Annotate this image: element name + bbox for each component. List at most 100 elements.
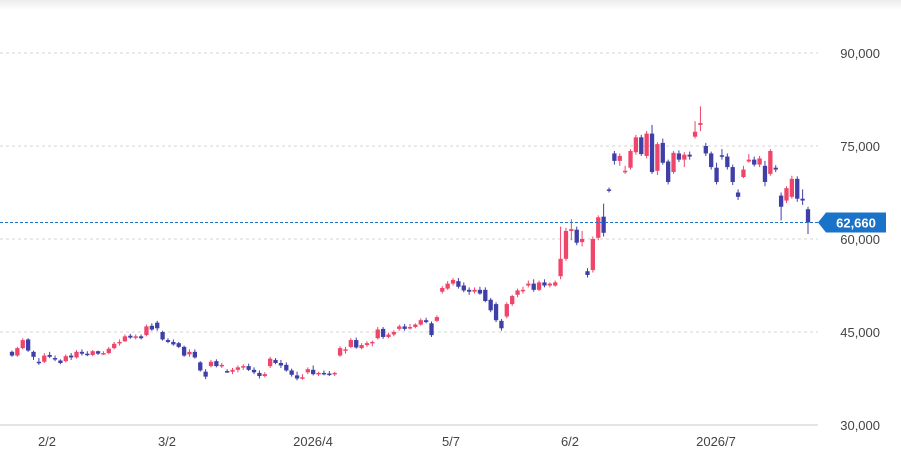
current-price-label: 62,660	[836, 216, 876, 231]
candle-body	[649, 133, 655, 173]
candle-body	[171, 341, 176, 345]
candle-body	[69, 355, 74, 358]
candle-body	[725, 156, 730, 168]
candle-body	[709, 153, 714, 168]
candle-body	[682, 154, 687, 160]
candle-body	[128, 335, 133, 338]
candle-body	[757, 158, 762, 165]
candle-body	[63, 356, 68, 362]
candle-body	[735, 192, 741, 197]
candle-body	[198, 362, 203, 371]
candle-body	[316, 372, 321, 375]
y-tick-label: 30,000	[840, 418, 880, 433]
candle-body	[601, 216, 606, 233]
candle-body	[122, 336, 128, 342]
candle-body	[311, 369, 316, 375]
candle-body	[493, 304, 499, 321]
candle-body	[74, 351, 79, 358]
candle-body	[423, 320, 429, 323]
candle-body	[622, 170, 628, 173]
candle-body	[488, 299, 493, 311]
candle-body	[52, 358, 58, 360]
candle-body	[703, 146, 708, 154]
candle-body	[343, 349, 348, 351]
candle-body	[536, 282, 542, 290]
candle-body	[714, 167, 719, 182]
candle-body	[214, 361, 219, 367]
candle-body	[391, 332, 397, 335]
x-tick-label: 2026/7	[696, 434, 736, 449]
candle-body	[332, 372, 337, 375]
candle-body	[337, 348, 343, 356]
candle-body	[370, 341, 375, 344]
y-tick-label: 45,000	[840, 325, 880, 340]
current-price-tag	[818, 212, 886, 233]
x-tick-label: 2026/4	[293, 434, 333, 449]
candle-body	[692, 131, 698, 137]
candle-body	[752, 159, 757, 165]
candle-body	[42, 355, 47, 362]
candle-body	[208, 361, 214, 367]
candle-body	[542, 282, 547, 286]
candle-body	[778, 195, 784, 207]
candle-body	[590, 239, 596, 270]
candle-body	[149, 325, 154, 330]
candle-body	[224, 371, 230, 373]
candle-body	[364, 343, 370, 346]
y-tick-label: 90,000	[840, 46, 880, 61]
candle-body	[698, 123, 703, 125]
candle-body	[440, 287, 445, 292]
candle-body	[192, 351, 198, 358]
y-tick-label: 60,000	[840, 232, 880, 247]
candle-body	[15, 348, 20, 356]
candle-body	[144, 326, 149, 336]
candle-body	[31, 351, 36, 357]
candle-body	[90, 351, 95, 355]
candle-body	[25, 339, 31, 351]
candle-body	[9, 351, 15, 356]
candle-body	[531, 283, 536, 290]
candle-body	[375, 329, 380, 339]
candle-body	[203, 371, 208, 377]
candle-body	[510, 296, 515, 305]
candle-body	[284, 364, 289, 371]
candle-body	[644, 133, 649, 156]
candle-body	[784, 188, 789, 201]
candle-body	[241, 366, 246, 368]
candle-body	[445, 283, 450, 289]
candle-body	[467, 289, 472, 292]
candle-body	[773, 167, 778, 170]
candle-body	[687, 154, 692, 157]
candle-body	[386, 334, 391, 337]
top-shadow	[0, 0, 901, 10]
candle-body	[800, 198, 805, 201]
candle-body	[397, 326, 402, 329]
candle-body	[472, 289, 477, 292]
candle-body	[795, 178, 800, 199]
candle-body	[596, 217, 601, 238]
x-tick-label: 3/2	[158, 434, 176, 449]
candle-body	[246, 366, 251, 370]
candle-body	[20, 340, 25, 349]
candle-body	[569, 229, 574, 231]
candle-body	[655, 144, 660, 171]
candle-body	[671, 152, 676, 173]
candle-body	[402, 326, 407, 329]
candle-body	[456, 281, 461, 287]
candle-body	[327, 373, 332, 376]
candle-body	[354, 340, 359, 348]
candle-body	[359, 345, 364, 349]
candle-body	[187, 351, 192, 355]
candle-body	[380, 328, 386, 337]
candle-body	[579, 239, 585, 243]
candle-body	[278, 363, 284, 366]
candle-body	[165, 340, 171, 342]
candle-body	[606, 189, 612, 191]
candle-body	[574, 229, 579, 243]
candle-body	[138, 336, 144, 339]
candle-body	[95, 351, 101, 354]
candle-body	[805, 209, 811, 223]
candle-body	[558, 258, 563, 277]
